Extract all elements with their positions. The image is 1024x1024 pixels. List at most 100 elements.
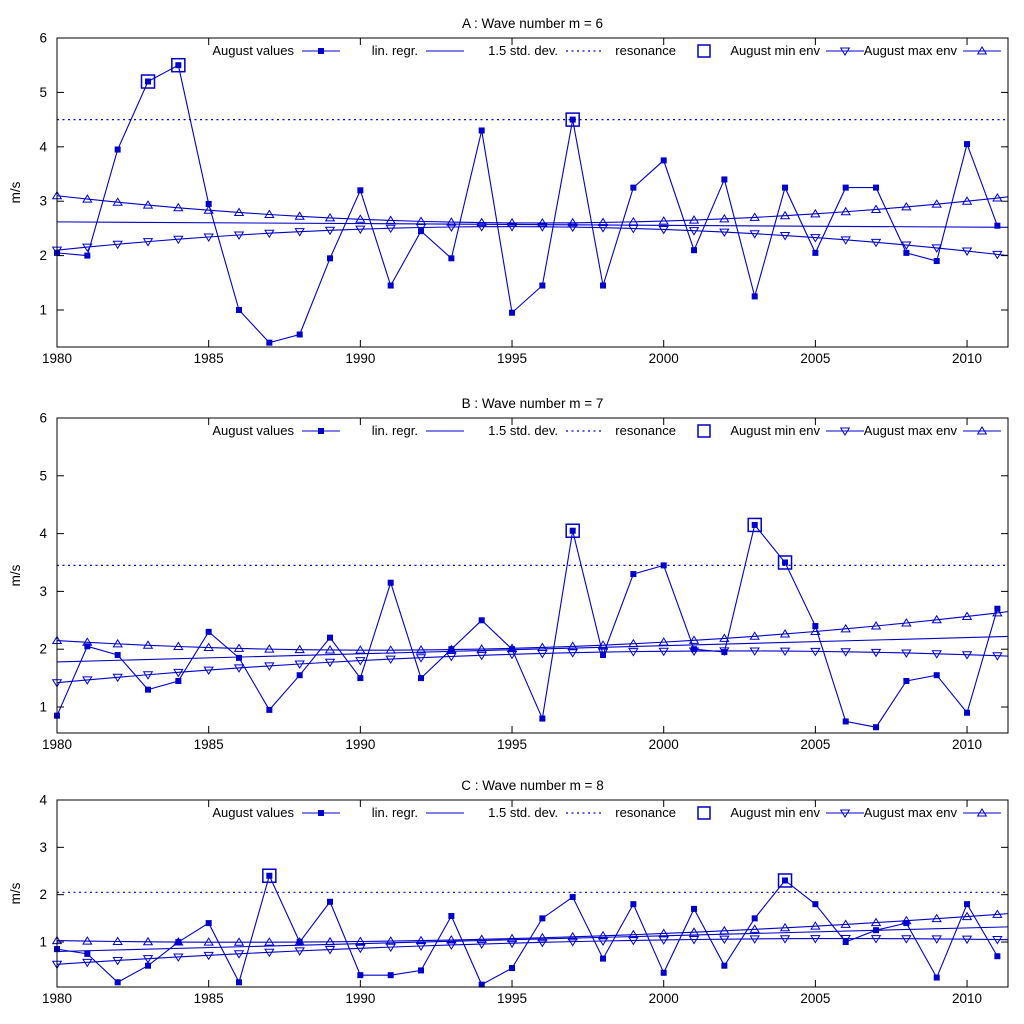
august-value-marker xyxy=(812,901,819,908)
max-env-marker xyxy=(870,204,882,213)
max-env-marker xyxy=(719,925,730,935)
max-env-marker xyxy=(810,921,821,930)
august-value-marker xyxy=(509,965,516,972)
max-env-marker xyxy=(324,936,336,946)
august-value-marker xyxy=(357,675,364,682)
max-env-marker xyxy=(628,638,639,648)
x-tick-label: 2005 xyxy=(800,351,830,366)
legend-label: 1.5 std. dev. xyxy=(488,43,558,58)
max-env-marker xyxy=(415,216,427,225)
min-env-marker xyxy=(233,231,245,240)
august-value-marker xyxy=(660,562,667,569)
max-env-marker xyxy=(961,611,973,620)
y-tick-label: 2 xyxy=(39,248,47,263)
y-axis-label: m/s xyxy=(8,181,23,203)
august-value-marker xyxy=(842,939,849,946)
legend-label: 1.5 std. dev. xyxy=(488,805,558,820)
min-env-marker xyxy=(658,225,669,235)
august-value-marker xyxy=(964,141,971,148)
max-env-marker xyxy=(567,931,578,941)
max-env-marker xyxy=(355,645,366,654)
x-tick-label: 1985 xyxy=(194,737,224,752)
august-value-marker xyxy=(873,184,880,191)
min-env-marker xyxy=(476,223,487,232)
min-env-marker xyxy=(142,955,154,964)
x-tick-label: 1990 xyxy=(345,991,375,1006)
august-value-marker xyxy=(812,249,819,256)
max-env-marker xyxy=(506,217,518,227)
min-env-marker xyxy=(506,223,518,232)
panel-title: C : Wave number m = 8 xyxy=(461,778,603,793)
min-env-marker xyxy=(264,662,275,671)
x-tick-label: 2000 xyxy=(649,351,679,366)
max-env-marker xyxy=(446,217,457,226)
august-value-marker xyxy=(782,559,789,566)
max-env-marker xyxy=(658,928,669,937)
line-filled-square-icon xyxy=(302,48,340,54)
max-env-marker xyxy=(931,614,942,624)
august-value-marker xyxy=(660,157,667,164)
august-value-marker xyxy=(751,521,758,528)
min-env-marker xyxy=(961,935,973,945)
resonance-marker xyxy=(565,112,580,127)
august-values-series xyxy=(54,868,1001,988)
min-env-marker xyxy=(203,233,214,242)
line-triangle-up-icon xyxy=(963,46,1001,55)
august-value-marker xyxy=(114,651,121,658)
max-env-marker xyxy=(976,46,988,55)
legend: August values lin. regr. 1.5 std. dev. reso… xyxy=(212,43,1001,58)
min-env-marker xyxy=(294,660,305,669)
y-tick-label: 4 xyxy=(39,139,47,154)
min-env-marker xyxy=(870,935,882,944)
legend-label: August values xyxy=(212,805,294,820)
min-env-marker xyxy=(901,649,912,658)
plot-border xyxy=(56,417,1009,734)
y-tick-label: 6 xyxy=(39,411,47,426)
min-env-marker xyxy=(901,241,912,250)
august-value-marker xyxy=(539,282,546,289)
min-env-marker xyxy=(839,809,851,818)
august-value-marker xyxy=(630,184,637,191)
resonance-marker xyxy=(697,44,711,58)
max-env-marker xyxy=(173,202,184,212)
august-value-marker xyxy=(145,686,152,693)
min-env-marker xyxy=(82,676,93,685)
august-value-marker xyxy=(751,293,758,300)
x-tick-label: 1995 xyxy=(497,351,527,366)
max-env-marker xyxy=(961,196,973,205)
legend-label: 1.5 std. dev. xyxy=(488,423,558,438)
august-value-marker xyxy=(296,672,303,679)
plot-border xyxy=(56,37,1009,348)
min-env-marker xyxy=(840,648,851,657)
max-env-marker xyxy=(840,206,851,216)
august-value-marker xyxy=(205,920,212,927)
axes: 1980 1985 1990 1995 2000 2005 2010 1 2 3 4 xyxy=(39,793,1009,1006)
resonance-marker xyxy=(697,806,711,820)
resonance-marker xyxy=(697,424,711,438)
august-value-marker xyxy=(327,255,334,262)
august-value-marker xyxy=(903,920,910,927)
august-value-marker xyxy=(357,972,364,979)
august-value-marker xyxy=(418,967,425,974)
max-env-marker xyxy=(233,207,245,216)
august-value-marker xyxy=(318,428,324,434)
max-env-marker xyxy=(264,937,275,946)
resonance-marker xyxy=(565,523,580,538)
august-value-marker xyxy=(660,969,667,976)
max-env-marker xyxy=(415,645,427,654)
august-value-marker xyxy=(327,898,334,905)
min-env-marker xyxy=(810,935,821,944)
august-value-marker xyxy=(145,962,152,969)
august-value-marker xyxy=(569,116,576,123)
min-env-marker xyxy=(749,647,760,656)
max-env-marker xyxy=(537,932,548,942)
lin-regr-line xyxy=(56,221,1009,228)
min-env-marker xyxy=(446,223,457,232)
line-triangle-down-icon xyxy=(826,427,864,436)
open-square-icon xyxy=(697,44,711,58)
min-env-marker xyxy=(233,950,245,959)
min-env-marker xyxy=(931,935,942,944)
max-env-marker xyxy=(658,216,669,225)
max-env-line xyxy=(56,913,1009,943)
